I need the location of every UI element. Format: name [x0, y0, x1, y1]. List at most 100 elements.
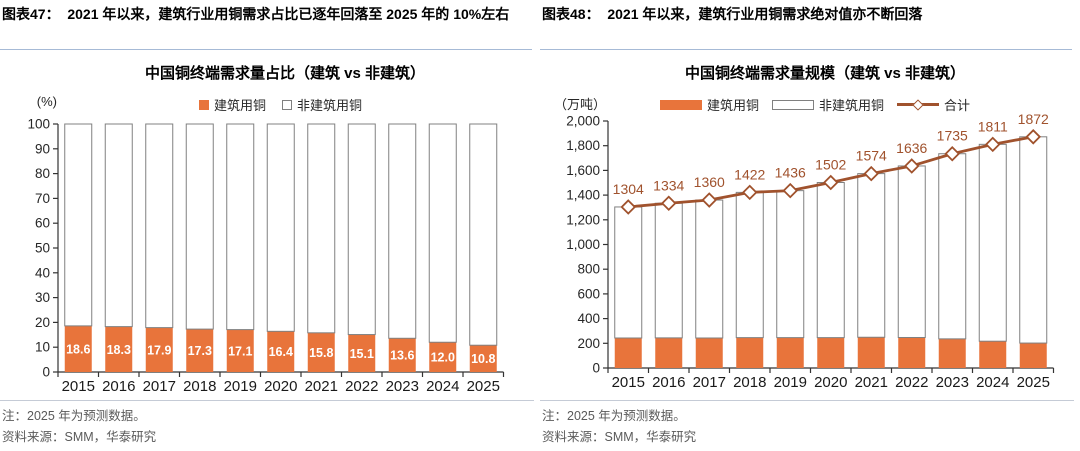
svg-text:2025: 2025	[1017, 374, 1050, 391]
figure-47-note-rule	[0, 400, 534, 401]
construction-copper-swatch-icon	[659, 99, 702, 110]
svg-text:2023: 2023	[936, 374, 969, 391]
figure-47-caption: 图表47： 2021 年以来，建筑行业用铜需求占比已逐年回落至 2025 年的 …	[2, 6, 510, 22]
legend-item-construction-copper: 建筑用铜	[659, 95, 759, 114]
figure-48-legend: 建筑用铜 非建筑用铜 合计	[615, 95, 1015, 114]
figure-47-header-rule	[0, 49, 532, 50]
svg-text:18.3: 18.3	[107, 343, 131, 357]
svg-text:2019: 2019	[224, 378, 257, 395]
svg-text:80: 80	[35, 166, 50, 181]
svg-text:2022: 2022	[345, 378, 378, 395]
svg-text:12.0: 12.0	[431, 351, 455, 365]
svg-text:2021: 2021	[305, 378, 338, 395]
svg-text:2018: 2018	[183, 378, 216, 395]
legend-label: 建筑用铜	[706, 98, 759, 113]
svg-text:1,400: 1,400	[566, 188, 600, 203]
panel-figure-47: 图表47： 2021 年以来，建筑行业用铜需求占比已逐年回落至 2025 年的 …	[0, 6, 534, 444]
figure-47-chart-title: 中国铜终端需求量占比（建筑 vs 非建筑）	[144, 65, 426, 82]
figure-48-caption: 图表48： 2021 年以来，建筑行业用铜需求绝对值亦不断回落	[542, 6, 923, 22]
construction-copper-swatch-icon	[198, 99, 209, 110]
figure-47-source: 资料来源：SMM，华泰研究	[2, 430, 157, 444]
svg-text:2017: 2017	[143, 378, 176, 395]
svg-text:2015: 2015	[62, 378, 95, 395]
svg-text:2019: 2019	[774, 374, 807, 391]
svg-text:30: 30	[35, 290, 50, 305]
svg-text:17.9: 17.9	[147, 343, 171, 357]
svg-text:90: 90	[35, 141, 50, 156]
svg-text:2024: 2024	[976, 374, 1009, 391]
svg-text:13.6: 13.6	[390, 349, 414, 363]
svg-text:16.4: 16.4	[269, 345, 293, 359]
svg-text:2018: 2018	[733, 374, 766, 391]
figure-47-legend: 建筑用铜 非建筑用铜	[58, 95, 503, 114]
legend-item-total: 合计	[897, 95, 970, 114]
non-construction-copper-swatch-icon	[282, 99, 292, 110]
legend-label: 非建筑用铜	[297, 98, 363, 113]
svg-text:2017: 2017	[693, 374, 726, 391]
legend-label: 合计	[944, 98, 971, 113]
figure-48-note: 注：2025 年为预测数据。	[542, 409, 686, 423]
svg-text:60: 60	[35, 216, 50, 231]
svg-text:17.1: 17.1	[228, 344, 252, 358]
svg-text:18.6: 18.6	[66, 342, 90, 356]
svg-text:800: 800	[577, 262, 600, 277]
figure-47-note: 注：2025 年为预测数据。	[2, 409, 146, 423]
svg-text:1872: 1872	[1018, 111, 1049, 127]
figure-48-bar-line-chart: 0 200 400 600 800 1,000 1,200 1,400 1,600 1,800 2,…	[566, 111, 1055, 391]
figure-47-stacked-bar-chart: 0 10 20 30 40 50 60 70 80 90 100 2015 2016 2017 2018 20…	[27, 117, 505, 395]
svg-text:1,800: 1,800	[566, 138, 600, 153]
svg-text:200: 200	[577, 336, 600, 351]
svg-text:2020: 2020	[264, 378, 297, 395]
svg-text:400: 400	[577, 311, 600, 326]
svg-text:2016: 2016	[652, 374, 685, 391]
svg-text:20: 20	[35, 315, 50, 330]
svg-text:10: 10	[35, 340, 50, 355]
total-line-swatch-icon	[897, 98, 939, 112]
legend-item-non-construction-copper: 非建筑用铜	[771, 95, 884, 114]
svg-text:2025: 2025	[467, 378, 500, 395]
svg-text:1436: 1436	[775, 165, 806, 181]
panel-figure-48: 图表48： 2021 年以来，建筑行业用铜需求绝对值亦不断回落 中国铜终端需求量…	[540, 0, 1080, 451]
legend-item-non-construction-copper: 非建筑用铜	[282, 95, 362, 114]
svg-text:15.1: 15.1	[350, 347, 374, 361]
svg-text:1574: 1574	[856, 148, 887, 164]
svg-text:1735: 1735	[937, 128, 968, 144]
svg-text:1304: 1304	[613, 181, 644, 197]
non-construction-copper-swatch-icon	[771, 99, 814, 110]
svg-text:100: 100	[27, 117, 50, 132]
svg-text:40: 40	[35, 265, 50, 280]
svg-text:2020: 2020	[814, 374, 847, 391]
figure-48-header-rule	[540, 49, 1072, 50]
svg-text:2023: 2023	[386, 378, 419, 395]
svg-text:1636: 1636	[896, 140, 927, 156]
svg-text:2021: 2021	[855, 374, 888, 391]
svg-text:2016: 2016	[102, 378, 135, 395]
svg-text:2,000: 2,000	[566, 114, 600, 129]
svg-text:1,000: 1,000	[566, 237, 600, 252]
svg-text:1,200: 1,200	[566, 212, 600, 227]
svg-text:1360: 1360	[694, 174, 725, 190]
figure-48-y-unit-label: （万吨）	[554, 97, 607, 112]
svg-text:600: 600	[577, 286, 600, 301]
svg-text:1502: 1502	[815, 157, 846, 173]
svg-text:1,600: 1,600	[566, 163, 600, 178]
svg-text:15.8: 15.8	[309, 346, 333, 360]
svg-text:1334: 1334	[653, 177, 684, 193]
legend-label: 非建筑用铜	[818, 98, 884, 113]
svg-text:0: 0	[42, 365, 50, 380]
figure-48-chart-title: 中国铜终端需求量规模（建筑 vs 非建筑）	[684, 65, 966, 82]
figure-47-y-unit-label: (%)	[36, 94, 57, 109]
svg-text:17.3: 17.3	[188, 344, 212, 358]
svg-text:10.8: 10.8	[471, 352, 495, 366]
svg-text:1811: 1811	[978, 118, 1008, 134]
svg-text:0: 0	[592, 361, 600, 376]
figure-48-note-rule	[540, 400, 1074, 401]
svg-text:70: 70	[35, 191, 50, 206]
svg-text:2024: 2024	[426, 378, 459, 395]
svg-text:1422: 1422	[734, 166, 765, 182]
figure-48-source: 资料来源：SMM，华泰研究	[542, 430, 697, 444]
legend-label: 建筑用铜	[213, 98, 266, 113]
svg-text:2022: 2022	[895, 374, 928, 391]
svg-text:50: 50	[35, 241, 50, 256]
